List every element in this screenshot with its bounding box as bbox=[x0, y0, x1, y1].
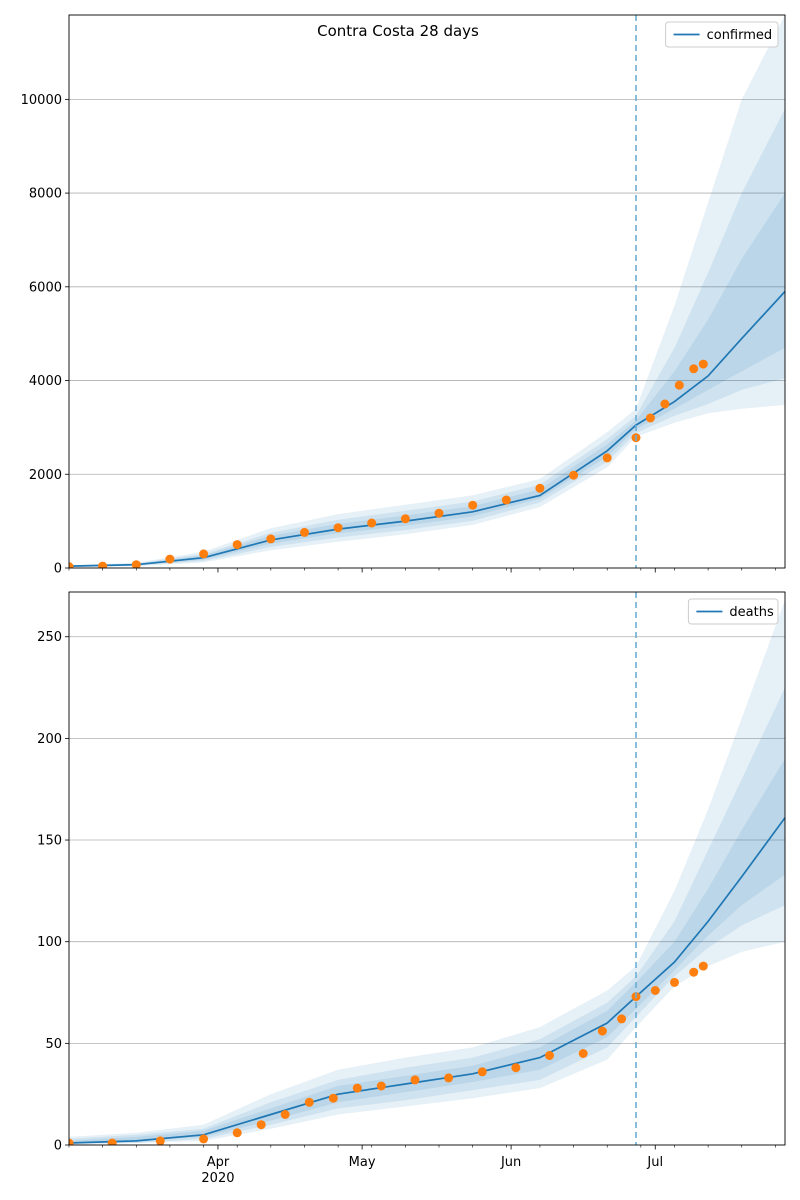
x-tick-label: Apr bbox=[207, 1155, 230, 1170]
median-line bbox=[69, 817, 785, 1144]
y-tick-label: 2000 bbox=[29, 468, 62, 483]
observed-point bbox=[352, 1083, 362, 1093]
observed-point bbox=[304, 1097, 314, 1107]
observed-point bbox=[670, 977, 679, 987]
legend-label: confirmed bbox=[707, 28, 773, 43]
y-tick-label: 0 bbox=[54, 1139, 62, 1154]
axes-frame bbox=[68, 591, 786, 1146]
observed-point bbox=[232, 1128, 242, 1138]
observed-point bbox=[511, 1063, 521, 1073]
observed-point bbox=[477, 1067, 487, 1077]
y-tick-label: 50 bbox=[45, 1037, 62, 1052]
legend-box bbox=[665, 21, 779, 48]
observed-point bbox=[256, 1120, 266, 1130]
x-tick-label: Jul bbox=[646, 1155, 663, 1170]
observed-point bbox=[602, 453, 612, 463]
observed-point bbox=[645, 413, 655, 423]
uncertainty-band-1 bbox=[69, 600, 785, 1145]
y-tick-label: 4000 bbox=[29, 374, 62, 389]
observed-point bbox=[468, 500, 478, 510]
observed-point bbox=[232, 540, 242, 550]
observed-point bbox=[597, 1026, 607, 1036]
observed-point bbox=[199, 1134, 209, 1144]
plot-area bbox=[69, 15, 785, 568]
observed-point bbox=[98, 561, 108, 568]
observed-point bbox=[698, 961, 708, 971]
uncertainty-band-3 bbox=[69, 758, 785, 1143]
observed-point bbox=[376, 1081, 386, 1091]
uncertainty-band-1 bbox=[69, 15, 785, 568]
observed-point bbox=[300, 527, 309, 537]
observed-point bbox=[165, 554, 175, 564]
observed-point bbox=[328, 1093, 338, 1103]
plot-area bbox=[69, 600, 785, 1145]
y-tick-label: 200 bbox=[37, 732, 62, 747]
observed-point bbox=[131, 560, 141, 568]
observed-point bbox=[569, 470, 579, 480]
y-tick-label: 8000 bbox=[29, 187, 62, 202]
x-tick-label: May bbox=[349, 1155, 376, 1170]
observed-point bbox=[333, 523, 343, 533]
observed-point bbox=[545, 1051, 554, 1060]
observed-point bbox=[367, 518, 377, 528]
observed-point bbox=[69, 1138, 74, 1145]
legend-label: deaths bbox=[729, 605, 774, 620]
observed-point bbox=[535, 483, 545, 493]
observed-point bbox=[501, 495, 511, 505]
observed-point bbox=[674, 380, 684, 390]
observed-point bbox=[660, 399, 670, 409]
observed-point bbox=[266, 534, 276, 544]
observed-point bbox=[410, 1075, 420, 1085]
observed-point bbox=[689, 364, 699, 374]
observed-point bbox=[400, 514, 410, 524]
y-tick-label: 100 bbox=[37, 935, 62, 950]
chart-title: Contra Costa 28 days bbox=[317, 22, 479, 40]
observed-point bbox=[199, 549, 209, 559]
observed-point bbox=[698, 359, 708, 369]
observed-point bbox=[280, 1110, 290, 1119]
observed-point bbox=[689, 967, 699, 977]
legend-box bbox=[687, 598, 779, 625]
axes-frame bbox=[68, 14, 786, 569]
confirmed-panel: 0 2000 4000 6000 8000 10000 confirmed bbox=[21, 14, 786, 577]
x-tick-label: Jun bbox=[500, 1155, 521, 1170]
observed-point bbox=[107, 1138, 117, 1145]
observed-point bbox=[69, 562, 74, 568]
y-tick-label: 0 bbox=[54, 562, 62, 577]
observed-point bbox=[650, 986, 660, 995]
observed-point bbox=[617, 1014, 627, 1024]
observed-point bbox=[578, 1049, 588, 1058]
observed-point bbox=[155, 1136, 165, 1145]
y-tick-label: 10000 bbox=[21, 93, 62, 108]
observed-point bbox=[434, 508, 444, 518]
observed-point bbox=[444, 1073, 454, 1083]
y-tick-label: 250 bbox=[37, 630, 62, 645]
y-tick-label: 6000 bbox=[29, 280, 62, 295]
x-tick-sublabel: 2020 bbox=[201, 1171, 234, 1186]
y-tick-label: 150 bbox=[37, 834, 62, 849]
